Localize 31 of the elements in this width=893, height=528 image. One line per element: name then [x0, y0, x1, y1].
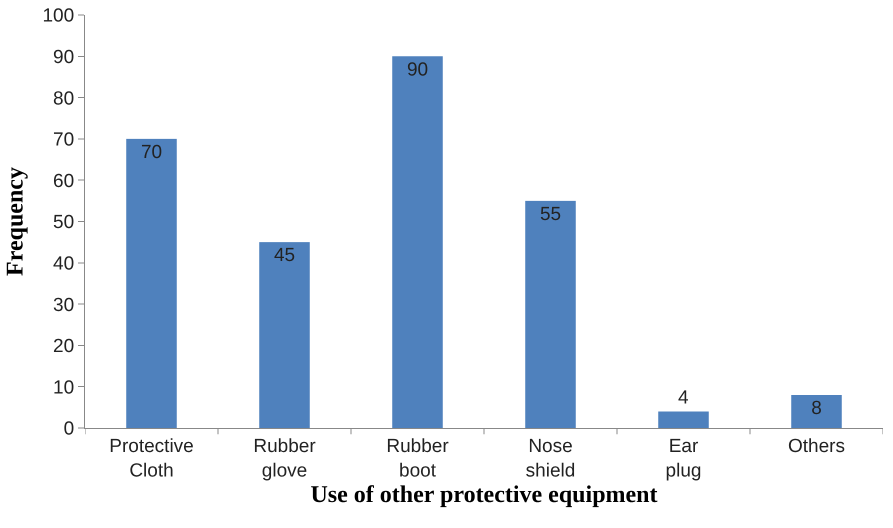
y-tick-label: 90	[53, 46, 74, 68]
data-label: 70	[140, 142, 162, 163]
x-tick-label: Rubber boot	[386, 436, 450, 482]
y-tick-label: 20	[53, 336, 74, 358]
y-tick-label: 50	[53, 212, 74, 234]
x-tick-label: Others	[788, 436, 846, 457]
y-tick-label: 60	[53, 170, 74, 192]
y-axis-title: Frequency	[2, 167, 29, 276]
y-tick-label: 30	[53, 294, 74, 316]
y-tick-label: 100	[42, 6, 74, 27]
bar	[392, 56, 443, 428]
x-tick-label: Rubber glove	[253, 436, 316, 482]
x-tick-label: Ear plug	[666, 436, 702, 482]
data-label: 45	[274, 245, 296, 266]
data-label: 8	[811, 398, 822, 419]
x-axis-title: Use of other protective equipment	[310, 482, 658, 508]
y-tick-label: 80	[53, 88, 74, 110]
bar	[525, 200, 576, 428]
data-label: 4	[678, 387, 689, 408]
y-tick-label: 40	[53, 253, 74, 274]
y-tick-label: 0	[64, 418, 74, 440]
y-tick-label: 70	[53, 130, 74, 151]
bar	[791, 394, 842, 428]
bar	[126, 138, 177, 428]
data-label: 55	[540, 204, 562, 225]
bar	[658, 411, 709, 428]
x-tick-label: Nose shield	[526, 436, 576, 482]
y-tick-label: 10	[53, 377, 74, 398]
bar	[259, 242, 310, 428]
data-label: 90	[406, 59, 428, 80]
x-tick-label: Protective Cloth	[109, 436, 194, 482]
